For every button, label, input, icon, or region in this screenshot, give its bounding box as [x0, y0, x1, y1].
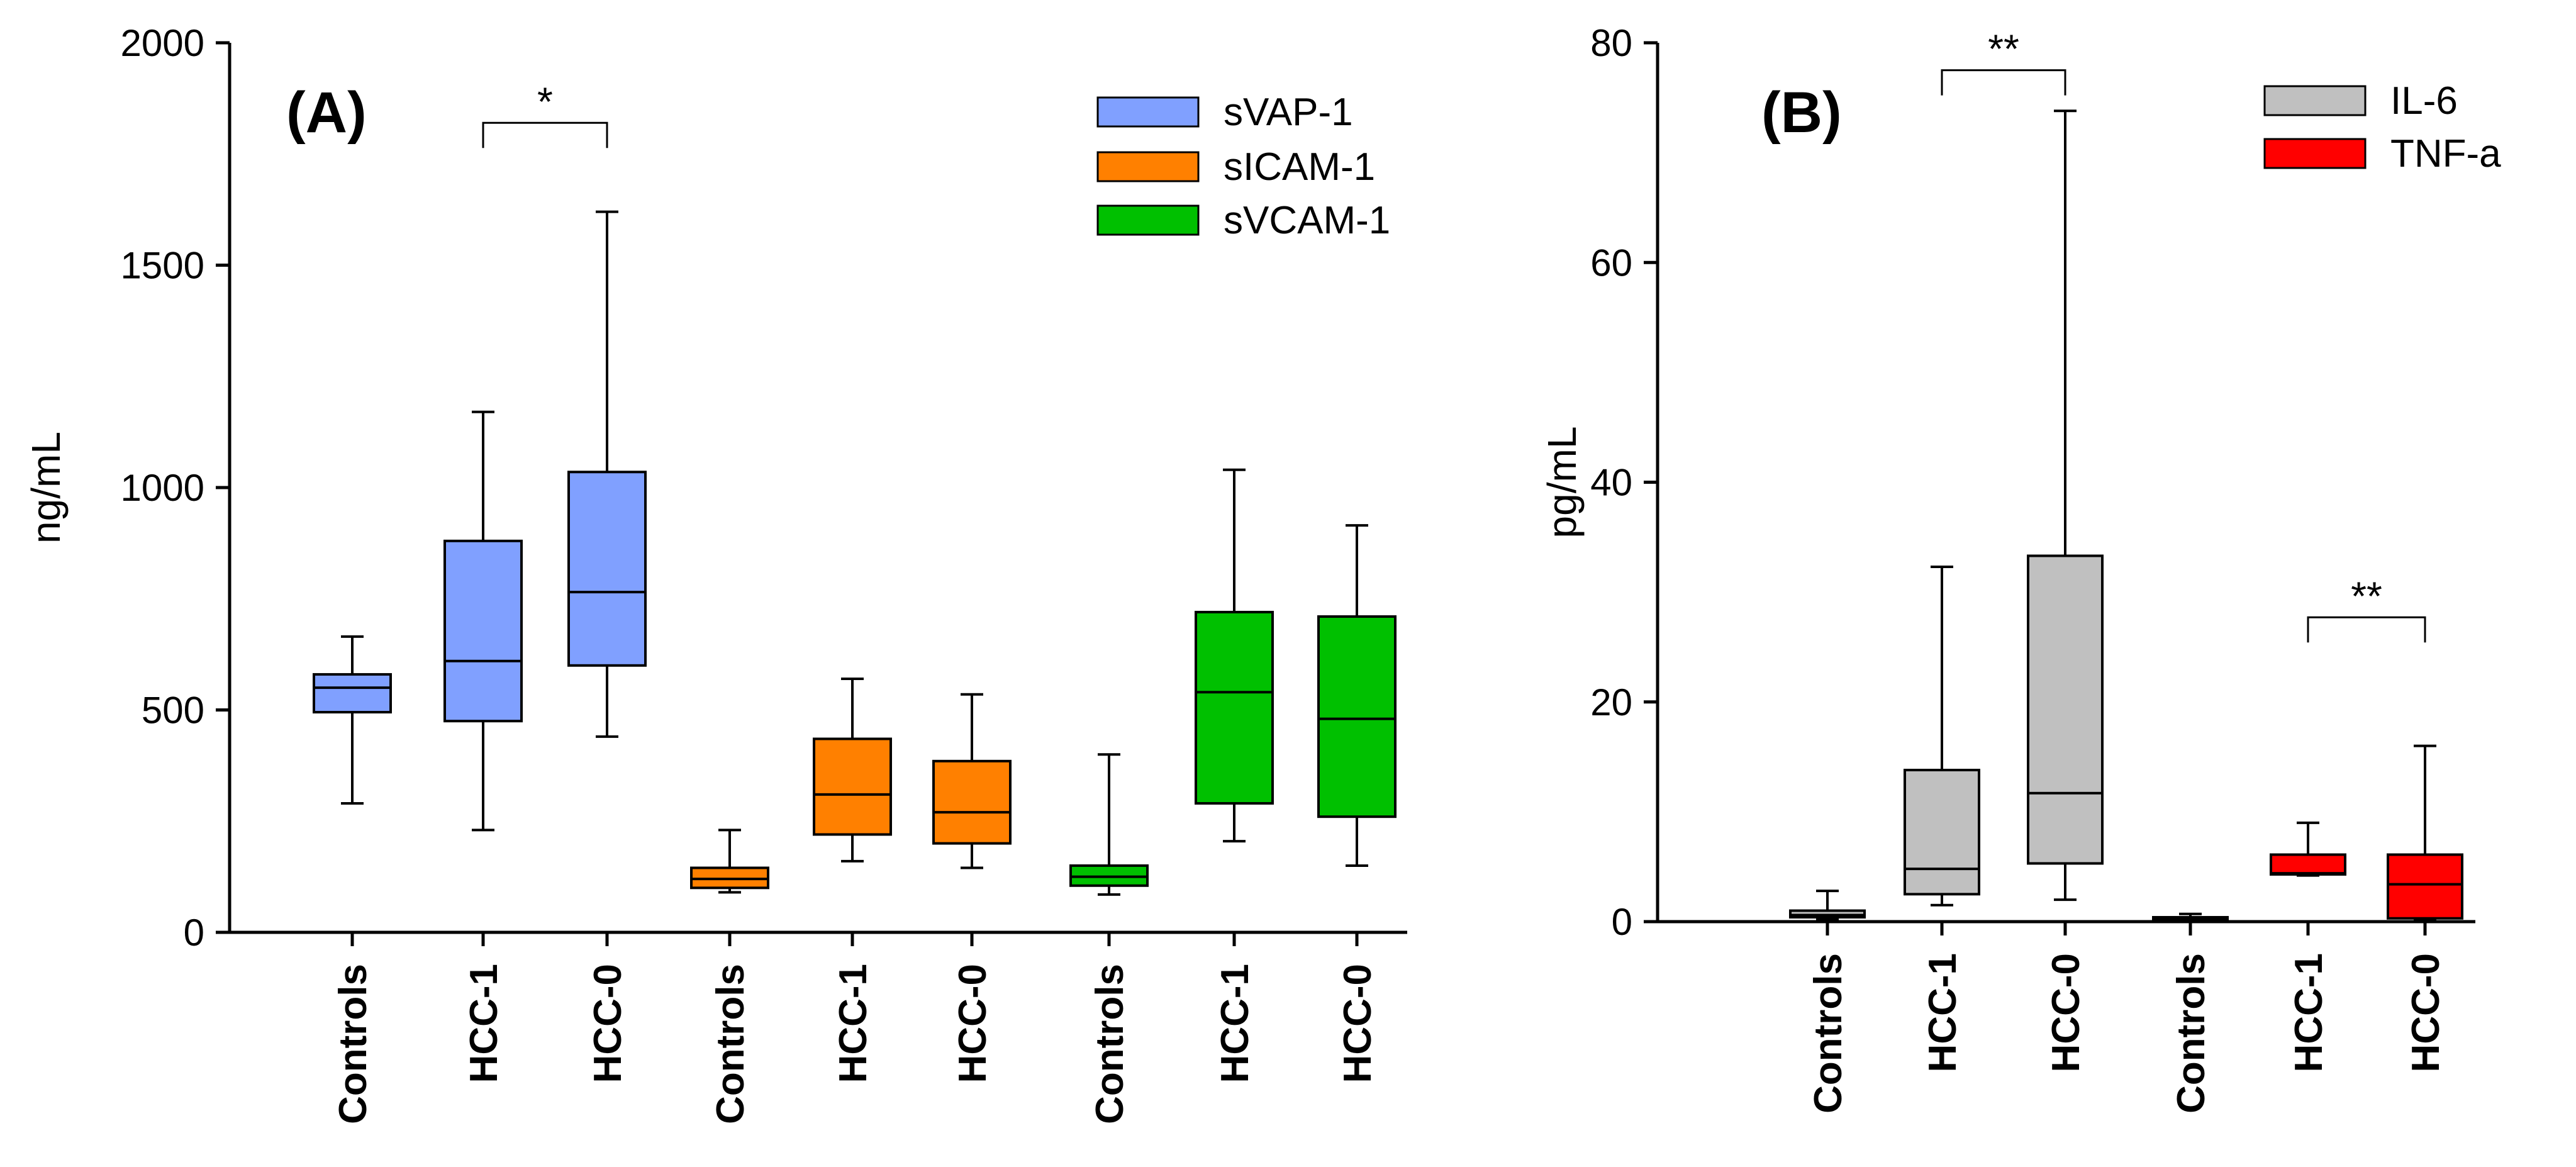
iqr-box: [813, 737, 892, 836]
iqr-box: [932, 759, 1012, 845]
box-tnf-a-controls: [2152, 912, 2229, 922]
legend-item: sVAP-1: [1096, 91, 1353, 134]
box-il-6-hcc-1: [1904, 565, 1980, 907]
legend-label: sICAM-1: [1224, 145, 1375, 189]
iqr-box: [1195, 610, 1274, 805]
y-tick-label: 1000: [121, 467, 204, 509]
bracket-line: [1941, 69, 2066, 96]
significance-label: **: [1988, 26, 2019, 72]
significance-label: *: [537, 79, 553, 124]
legend-swatch: [2263, 85, 2367, 116]
legend-label: IL-6: [2390, 79, 2458, 123]
x-category-label: Controls: [2170, 953, 2213, 1114]
x-category-label: HCC-1: [1213, 964, 1257, 1083]
iqr-box: [567, 471, 647, 667]
x-category-label: Controls: [709, 964, 752, 1124]
y-tick-label: 20: [1590, 681, 1632, 723]
box-svcam-1-hcc-1: [1195, 468, 1274, 843]
box-sicam-1-hcc-1: [813, 678, 892, 863]
x-category-label: HCC-0: [586, 964, 630, 1083]
legend: IL-6 TNF-a: [2263, 79, 2501, 176]
x-category-label: HCC-0: [951, 964, 995, 1083]
iqr-box: [2270, 853, 2346, 876]
box-svap-1-hcc-1: [443, 410, 523, 832]
y-tick-label: 0: [184, 912, 204, 954]
x-category-label: Controls: [332, 964, 375, 1124]
box-svap-1-hcc-0: [567, 210, 647, 738]
y-axis-label: pg/mL: [1539, 427, 1585, 539]
box-svcam-1-hcc-0: [1317, 524, 1397, 867]
y-tick-label: 60: [1590, 242, 1632, 284]
x-category-label: HCC-0: [2044, 953, 2088, 1072]
bracket-line: [482, 121, 608, 148]
y-tick-label: 40: [1590, 462, 1632, 504]
legend-swatch: [1096, 96, 1200, 128]
x-category-label: HCC-1: [832, 964, 875, 1083]
box-il-6-hcc-0: [2027, 109, 2104, 902]
legend-label: sVCAM-1: [1224, 199, 1390, 242]
box-tnf-a-hcc-0: [2387, 744, 2463, 921]
x-category-label: HCC-1: [1921, 953, 1965, 1072]
x-category-label: Controls: [1088, 964, 1132, 1124]
significance-bracket: **: [1941, 26, 2066, 96]
panel-label: (A): [286, 81, 367, 145]
y-tick-label: 1500: [121, 245, 204, 287]
legend-swatch: [1096, 204, 1200, 236]
panel-a: 0 500 1000 1500 2000 ng/mL (A) Controls HCC-1 HCC…: [23, 22, 1407, 1124]
box-svap-1-controls: [313, 635, 392, 805]
box-sicam-1-hcc-0: [932, 693, 1012, 869]
iqr-box: [1317, 615, 1397, 818]
legend-swatch: [1096, 151, 1200, 182]
legend-item: IL-6: [2263, 79, 2458, 123]
y-tick-label: 2000: [121, 22, 204, 64]
legend-label: TNF-a: [2390, 132, 2501, 176]
bracket-line: [2307, 616, 2426, 643]
panel-b: 0 20 40 60 80 pg/mL (B) Controls HCC-1 HCC-0 Contr…: [1539, 22, 2501, 1114]
legend: sVAP-1 sICAM-1 sVCAM-1: [1096, 91, 1390, 242]
iqr-box: [2387, 853, 2463, 920]
y-tick-label: 500: [142, 690, 204, 732]
x-category-label: Controls: [1807, 953, 1850, 1114]
legend-label: sVAP-1: [1224, 91, 1353, 134]
y-tick-label: 80: [1590, 22, 1632, 64]
y-tick-label: 0: [1612, 901, 1632, 943]
panel-label: (B): [1761, 81, 1842, 145]
legend-item: sICAM-1: [1096, 145, 1375, 189]
significance-bracket: *: [482, 79, 608, 148]
iqr-box: [443, 539, 523, 723]
x-category-label: HCC-0: [2404, 953, 2448, 1072]
box-sicam-1-controls: [690, 829, 769, 894]
iqr-box: [1904, 769, 1980, 896]
box-tnf-a-hcc-1: [2270, 821, 2346, 877]
legend-item: sVCAM-1: [1096, 199, 1390, 242]
x-category-label: HCC-1: [2287, 953, 2331, 1072]
significance-bracket: **: [2307, 573, 2426, 643]
box-svcam-1-controls: [1069, 753, 1149, 896]
iqr-box: [2027, 554, 2104, 865]
iqr-box: [313, 673, 392, 714]
x-category-label: HCC-1: [462, 964, 506, 1083]
box-il-6-controls: [1789, 890, 1866, 921]
x-category-label: HCC-0: [1336, 964, 1380, 1083]
y-axis-label: ng/mL: [23, 432, 69, 544]
legend-swatch: [2263, 138, 2367, 169]
significance-label: **: [2351, 573, 2382, 618]
legend-item: TNF-a: [2263, 132, 2501, 176]
